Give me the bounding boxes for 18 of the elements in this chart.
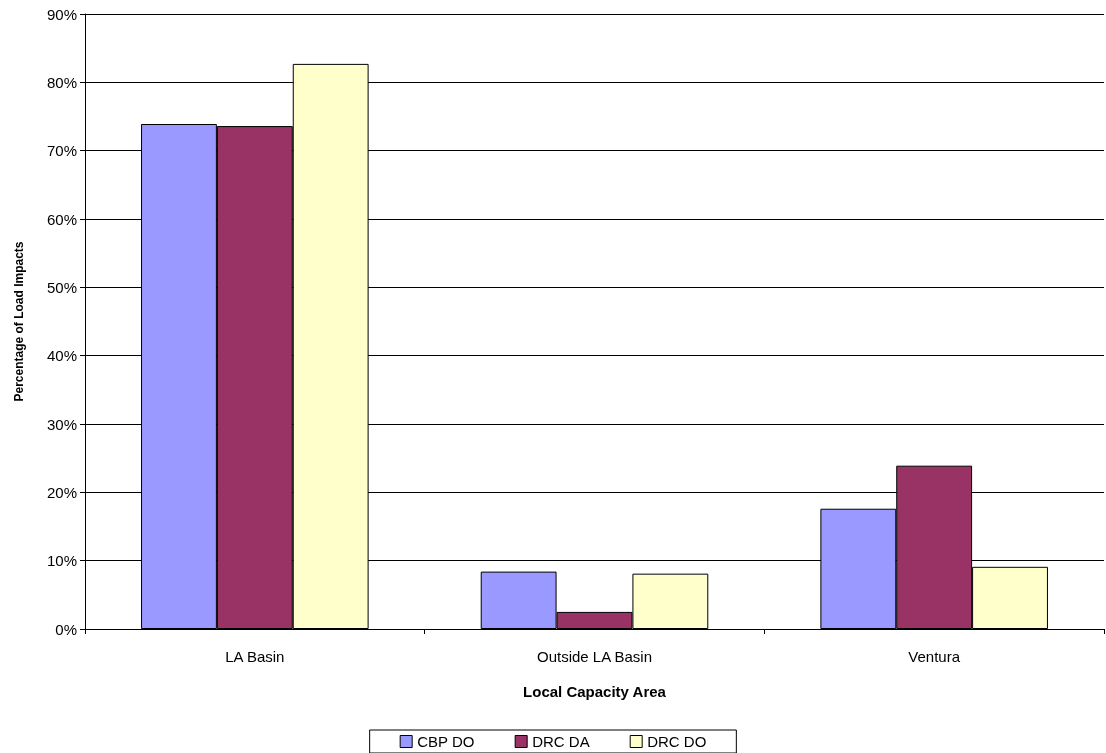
y-tick-label: 60% (46, 210, 77, 228)
y-tick-label: 80% (46, 73, 77, 91)
y-axis-title: Percentage of Load Impacts (12, 241, 26, 402)
legend-label: CBP DO (417, 733, 475, 750)
x-axis-title: Local Capacity Area (523, 683, 667, 700)
y-tick-label: 30% (46, 415, 77, 433)
y-tick-label: 40% (46, 347, 77, 365)
x-tick-label: Ventura (908, 648, 961, 665)
y-tick-label: 70% (46, 142, 77, 160)
y-tick-label: 90% (46, 5, 77, 23)
legend-label: DRC DA (532, 733, 590, 750)
y-tick-label: 0% (55, 620, 77, 638)
y-tick-label: 20% (46, 483, 77, 501)
x-tick-label: Outside LA Basin (536, 648, 653, 665)
y-tick-label: 50% (46, 278, 77, 296)
legend-label: DRC DO (647, 733, 707, 750)
x-tick-label: LA Basin (225, 648, 285, 665)
y-tick-label: 10% (46, 552, 77, 570)
